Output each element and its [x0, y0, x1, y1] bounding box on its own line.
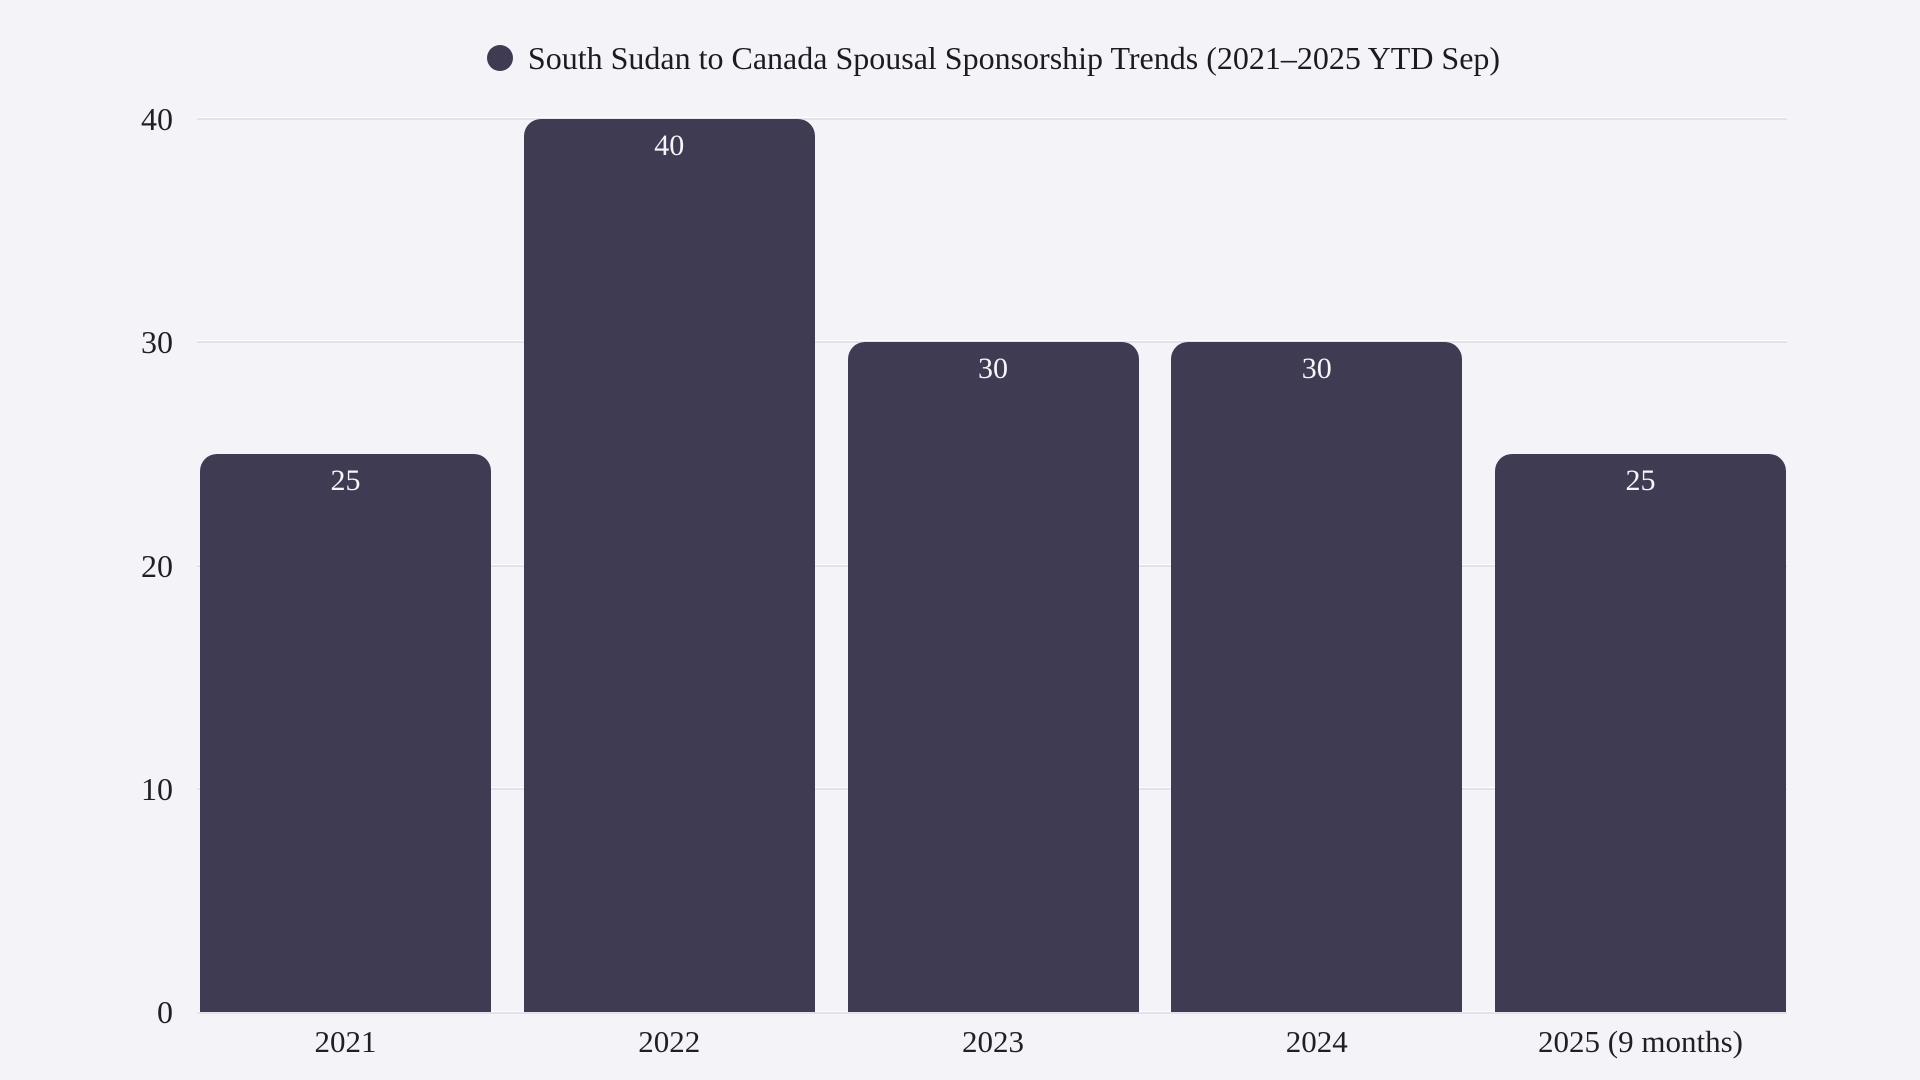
bar-2022[interactable]: 40	[523, 119, 815, 1012]
x-axis-label-2025-9-months-: 2025 (9 months)	[1538, 1024, 1743, 1059]
bar-value-label: 25	[330, 463, 361, 497]
y-tick-label-40: 40	[141, 101, 173, 137]
bar-value-label: 40	[654, 129, 685, 162]
bar-value-label: 30	[978, 352, 1008, 386]
bar-2025-9-months-[interactable]: 25	[1495, 453, 1786, 1012]
bar-value-label: 25	[1625, 463, 1656, 497]
x-axis-label-2021: 2021	[314, 1024, 377, 1059]
y-tick-label-20: 20	[141, 547, 173, 584]
gridline-40	[197, 118, 1787, 120]
y-tick-label-0: 0	[157, 994, 173, 1030]
legend-item-series[interactable]: South Sudan to Canada Spousal Sponsorshi…	[486, 36, 1501, 80]
y-tick-label-10: 10	[141, 770, 173, 807]
x-axis-label-2024: 2024	[1285, 1024, 1348, 1059]
bar-2024[interactable]: 30	[1171, 342, 1463, 1012]
y-tick-label-30: 30	[141, 324, 173, 361]
chart-title: South Sudan to Canada Spousal Sponsorshi…	[527, 40, 1501, 76]
x-axis-label-2023: 2023	[962, 1024, 1024, 1059]
legend-row: South Sudan to Canada Spousal Sponsorshi…	[200, 36, 1787, 80]
axis-baseline	[197, 1012, 1787, 1014]
x-axis-label-2022: 2022	[638, 1024, 701, 1059]
legend-marker-icon	[486, 45, 513, 71]
bar-value-label: 30	[1301, 352, 1332, 386]
bar-2021[interactable]: 25	[200, 453, 491, 1012]
bar-2023[interactable]: 30	[847, 342, 1139, 1012]
